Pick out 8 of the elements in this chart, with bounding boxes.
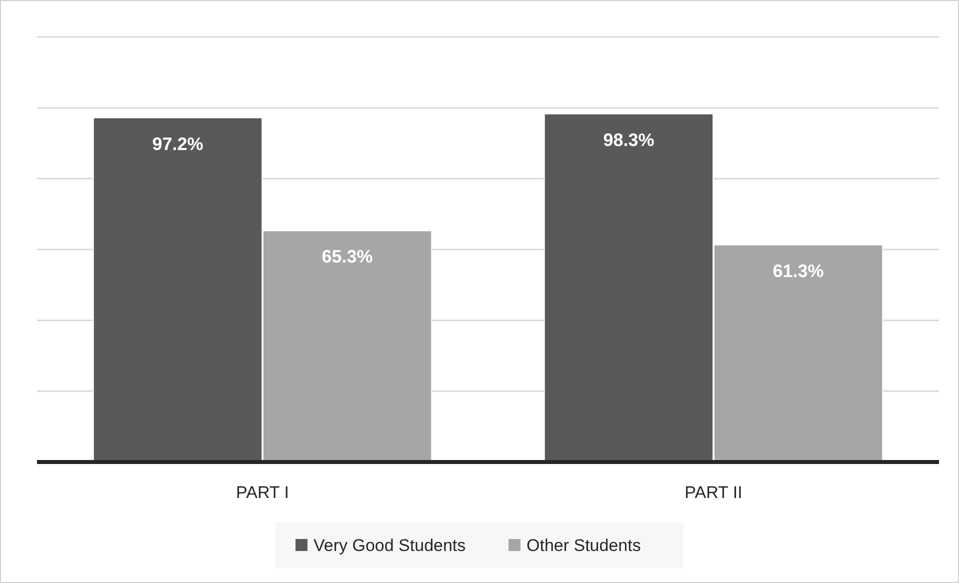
legend-label: Other Students — [526, 536, 641, 555]
data-label: 61.3% — [772, 260, 824, 281]
data-label: 97.2% — [152, 134, 204, 154]
x-tick-label: PART II — [684, 483, 742, 502]
data-label: 65.3% — [322, 246, 373, 267]
data-label: 98.3% — [603, 130, 654, 150]
x-tick-label: PART I — [236, 483, 289, 502]
legend-label: Very Good Students — [314, 536, 466, 555]
